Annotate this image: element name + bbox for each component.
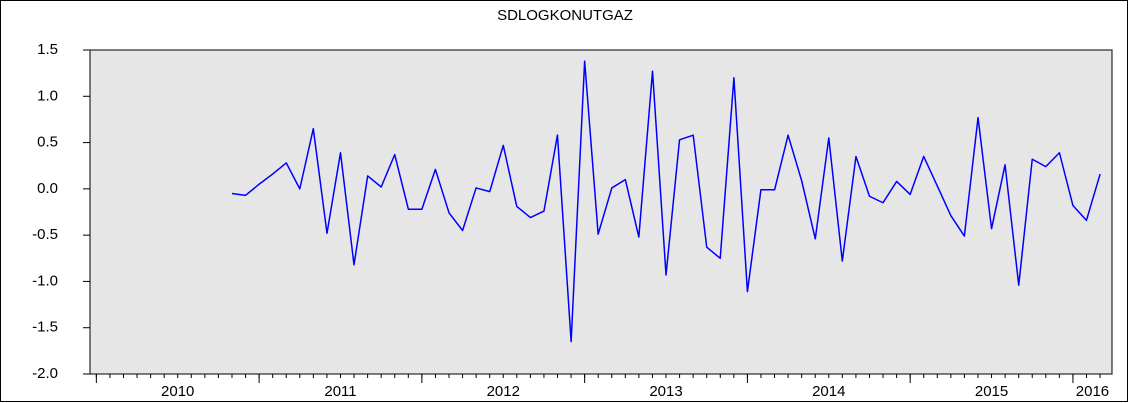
y-tick-label: -1.5 xyxy=(32,319,58,336)
series-line xyxy=(231,60,1101,343)
x-tick-label: 2010 xyxy=(161,383,194,400)
y-tick-label: 0.5 xyxy=(37,134,58,151)
y-tick-label: -1.0 xyxy=(32,272,58,289)
y-tick-label: -2.0 xyxy=(32,365,58,382)
x-tick-label: 2016 xyxy=(1076,383,1109,400)
y-tick-label: -0.5 xyxy=(32,226,58,243)
x-tick-label: 2012 xyxy=(487,383,520,400)
x-tick-label: 2015 xyxy=(975,383,1008,400)
y-tick-label: 0.0 xyxy=(37,180,58,197)
chart-title: SDLOGKONUTGAZ xyxy=(497,7,633,24)
plot-area xyxy=(89,49,1113,375)
x-tick-label: 2011 xyxy=(324,383,356,400)
y-tick-label: 1.5 xyxy=(37,41,58,58)
y-tick-label: 1.0 xyxy=(37,87,58,104)
x-tick-label: 2013 xyxy=(649,383,682,400)
x-tick-label: 2014 xyxy=(812,383,845,400)
